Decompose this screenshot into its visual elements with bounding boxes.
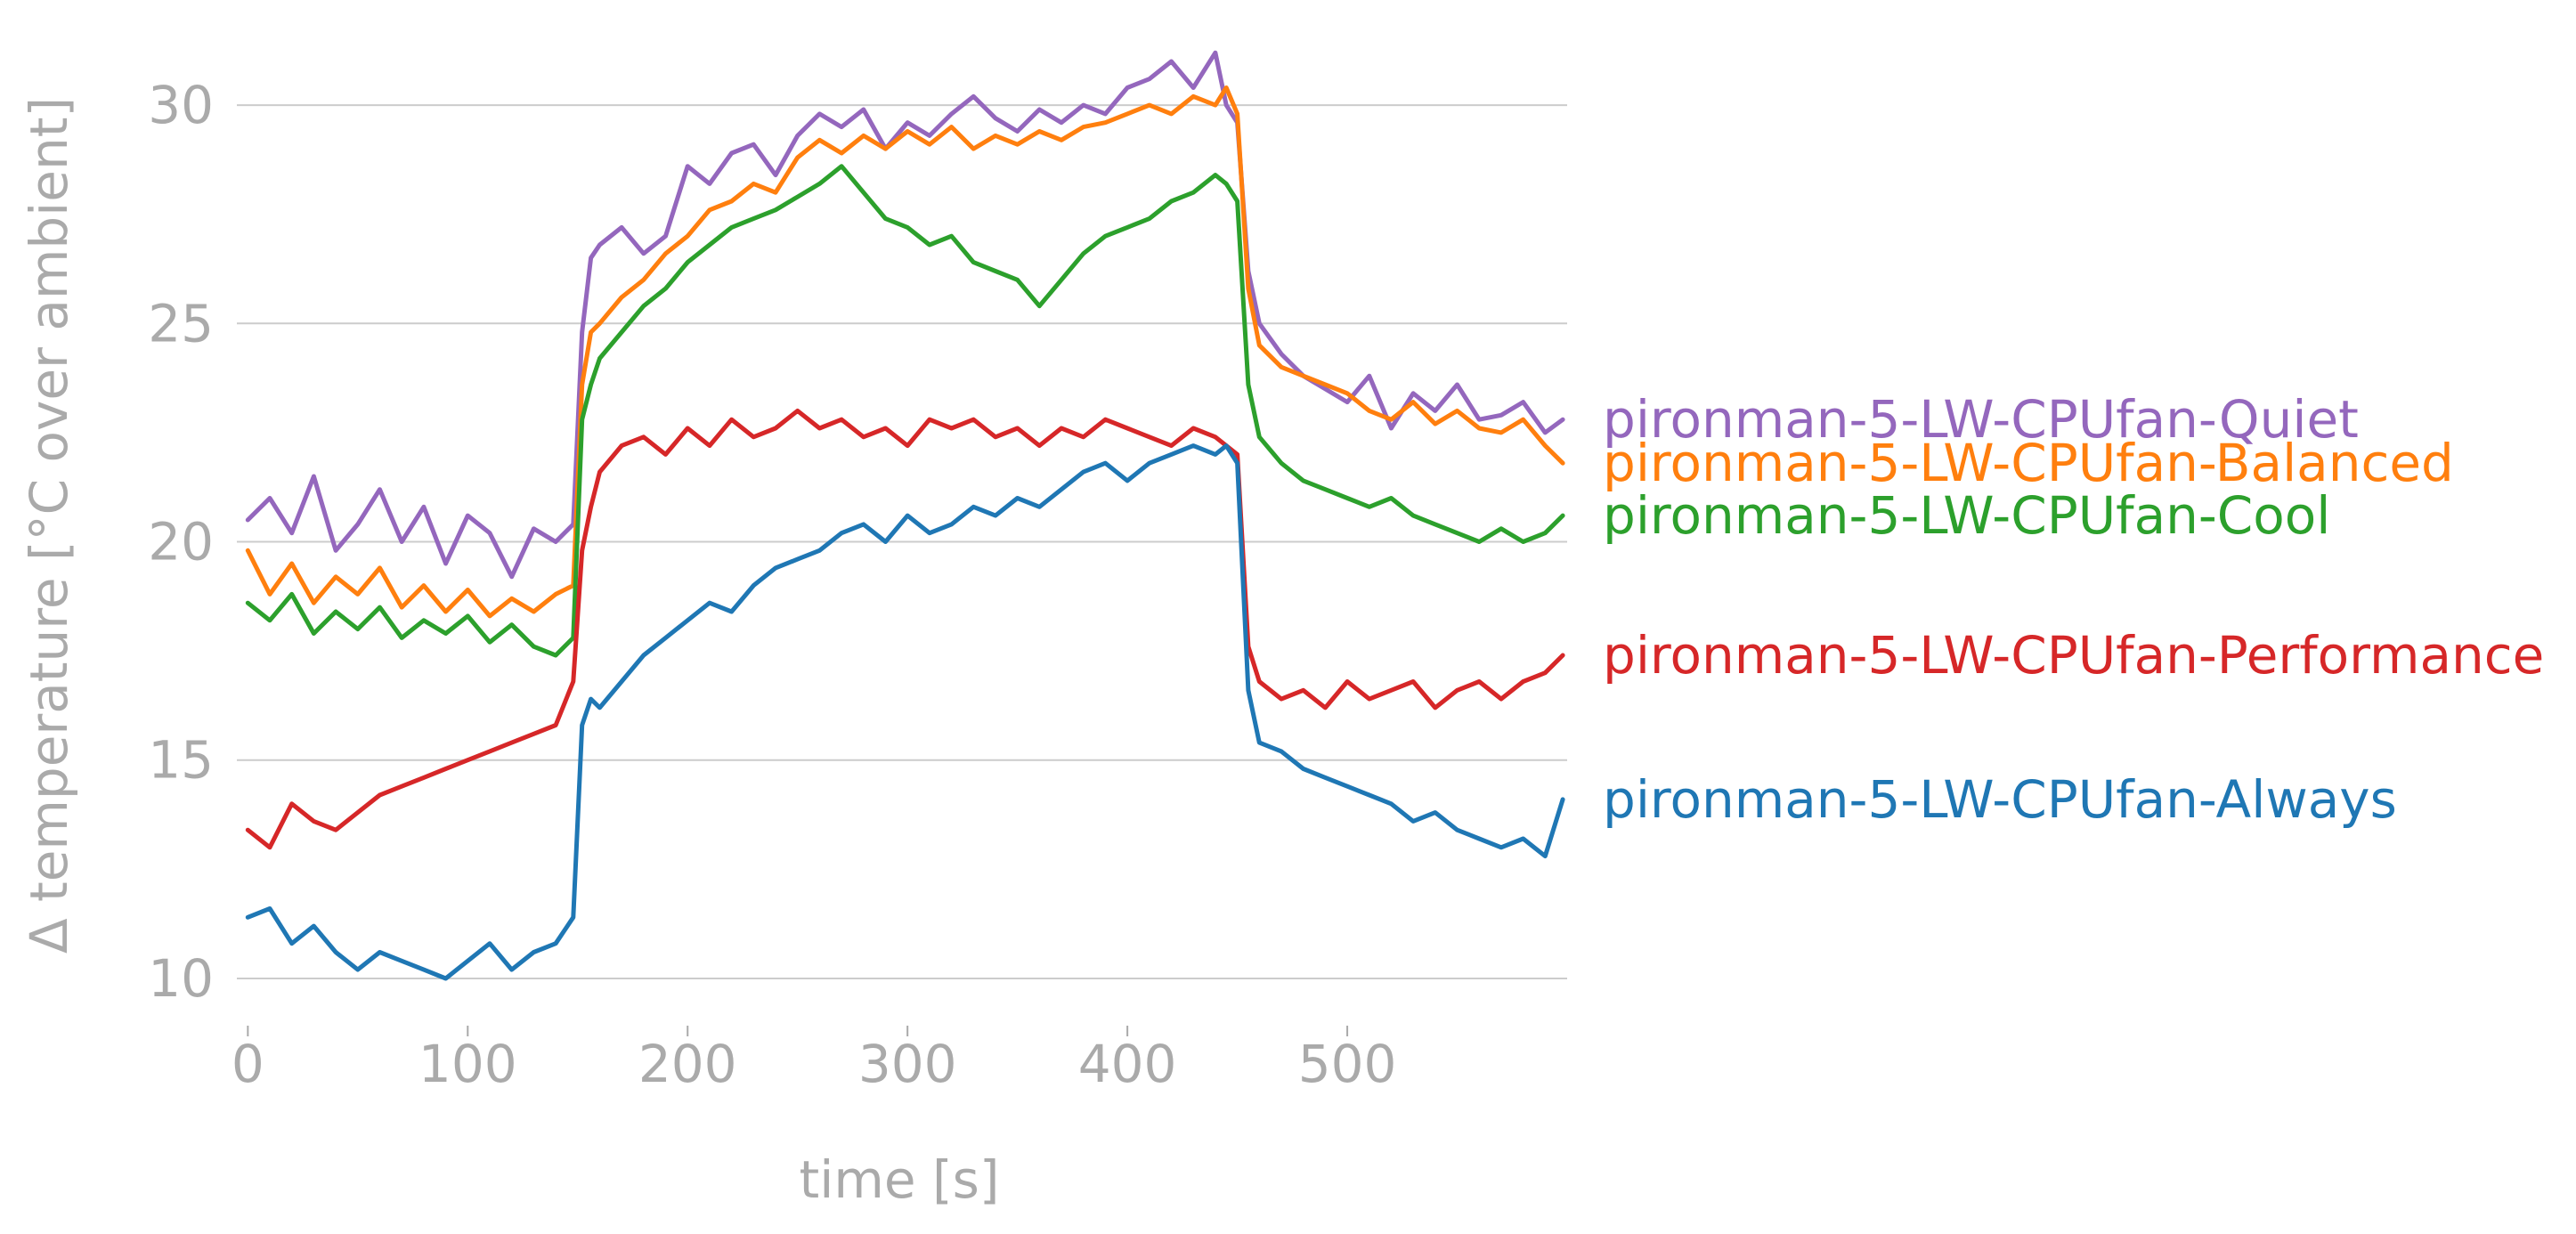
y-tick-label: 20 (148, 512, 214, 572)
y-axis-ticks: 10 15 20 25 30 (148, 75, 214, 1009)
series-label-pironman-5-lw-cpufan-quiet: pironman-5-LW-CPUfan-Quiet (1603, 389, 2359, 450)
gridlines (237, 104, 1567, 979)
x-tick-label: 200 (638, 1034, 737, 1094)
series-labels: pironman-5-LW-CPUfan-Quietpironman-5-LW-… (1603, 389, 2544, 830)
x-tick-label: 500 (1298, 1034, 1397, 1094)
x-tick-label: 0 (232, 1034, 264, 1094)
y-tick-label: 30 (148, 75, 214, 135)
series-line-pironman-5-lw-cpufan-cool (245, 164, 1565, 658)
y-tick-label: 25 (148, 293, 214, 353)
series-line-pironman-5-lw-cpufan-quiet (245, 50, 1565, 580)
y-tick-label: 15 (148, 730, 214, 791)
x-tick-label: 300 (858, 1034, 957, 1094)
y-axis-title: Δ temperature [°C over ambient] (19, 97, 79, 954)
series-label-pironman-5-lw-cpufan-cool: pironman-5-LW-CPUfan-Cool (1603, 485, 2330, 546)
x-tick-label: 400 (1078, 1034, 1177, 1094)
series-label-pironman-5-lw-cpufan-always: pironman-5-LW-CPUfan-Always (1603, 769, 2397, 830)
series-label-pironman-5-lw-cpufan-balanced: pironman-5-LW-CPUfan-Balanced (1603, 433, 2454, 493)
series-line-pironman-5-lw-cpufan-performance (245, 408, 1565, 850)
series-lines (245, 50, 1565, 981)
x-tick-label: 100 (418, 1034, 517, 1094)
series-line-pironman-5-lw-cpufan-always (245, 443, 1565, 981)
x-axis-title: time [s] (800, 1149, 1000, 1210)
series-label-pironman-5-lw-cpufan-performance: pironman-5-LW-CPUfan-Performance (1603, 625, 2544, 686)
y-tick-label: 10 (148, 948, 214, 1009)
x-axis-ticks: 0 100 200 300 400 500 (232, 1026, 1397, 1094)
series-line-pironman-5-lw-cpufan-balanced (245, 85, 1565, 619)
